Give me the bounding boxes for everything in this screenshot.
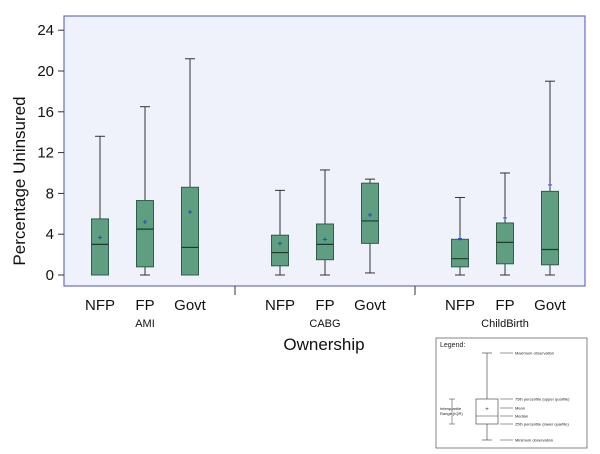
group-label: ChildBirth	[481, 318, 529, 330]
y-tick-label: 0	[46, 267, 54, 284]
category-label: FP	[135, 297, 154, 314]
group-label: CABG	[309, 318, 340, 330]
mean-marker: +	[458, 234, 463, 243]
legend-label-mean: Mean	[515, 406, 525, 411]
iqr-box	[451, 238, 469, 268]
category-label: Govt	[534, 297, 567, 314]
iqr-box	[541, 190, 559, 266]
iqr-box	[316, 223, 334, 261]
mean-marker: +	[188, 207, 193, 216]
mean-marker: +	[323, 235, 328, 244]
category-label: Govt	[174, 297, 207, 314]
y-tick-label: 12	[37, 145, 54, 162]
y-tick-label: 20	[37, 63, 54, 80]
iqr-box	[496, 222, 514, 265]
y-axis-title: Percentage Uninsured	[10, 96, 29, 265]
category-label: FP	[315, 297, 334, 314]
boxes: + + + + + + + + +	[91, 58, 559, 276]
legend-label-max: Maximum observation	[515, 351, 554, 356]
category-label: Govt	[354, 297, 387, 314]
legend-label-median: Median	[515, 414, 528, 419]
legend-label-q1: 25th percentile (lower quartile)	[515, 422, 569, 427]
group-label: AMI	[135, 318, 155, 330]
mean-marker: +	[98, 233, 103, 242]
y-tick-label: 4	[46, 226, 54, 243]
mean-marker: +	[278, 239, 283, 248]
x-axis-title: Ownership	[283, 335, 364, 354]
legend-mean-marker: +	[485, 407, 489, 413]
y-tick-label: 8	[46, 185, 54, 202]
mean-marker: +	[548, 181, 553, 190]
iqr-box	[271, 234, 289, 267]
mean-marker: +	[143, 217, 148, 226]
legend-iqr-label-1: Interquartile	[440, 406, 462, 411]
legend-label-q3: 75th percentile (upper quartile)	[515, 397, 570, 402]
legend-iqr-box	[475, 398, 499, 425]
legend-box	[435, 337, 588, 449]
category-label: NFP	[265, 297, 295, 314]
legend-iqr-label-2: Range (IQR)	[440, 411, 463, 416]
mean-marker: +	[368, 210, 373, 219]
x-axis: AMI NFP FP Govt CABG NFP FP Govt ChildBirth NFP FP…	[85, 286, 567, 330]
iqr-box	[361, 182, 379, 244]
y-tick-label: 16	[37, 104, 54, 121]
iqr-box	[91, 218, 109, 276]
y-axis: 0 4 8 12 16 20 24	[37, 22, 64, 284]
legend-title: Legend:	[440, 342, 465, 349]
iqr-box	[136, 200, 154, 268]
category-label: FP	[495, 297, 514, 314]
legend-label-min: Minimum observation	[515, 438, 553, 443]
y-tick-label: 24	[37, 22, 54, 39]
legend: Legend: + Maximum observation 75th perce…	[435, 337, 588, 449]
iqr-box	[181, 186, 199, 276]
mean-marker: +	[503, 213, 508, 222]
category-label: NFP	[85, 297, 115, 314]
category-label: NFP	[445, 297, 475, 314]
